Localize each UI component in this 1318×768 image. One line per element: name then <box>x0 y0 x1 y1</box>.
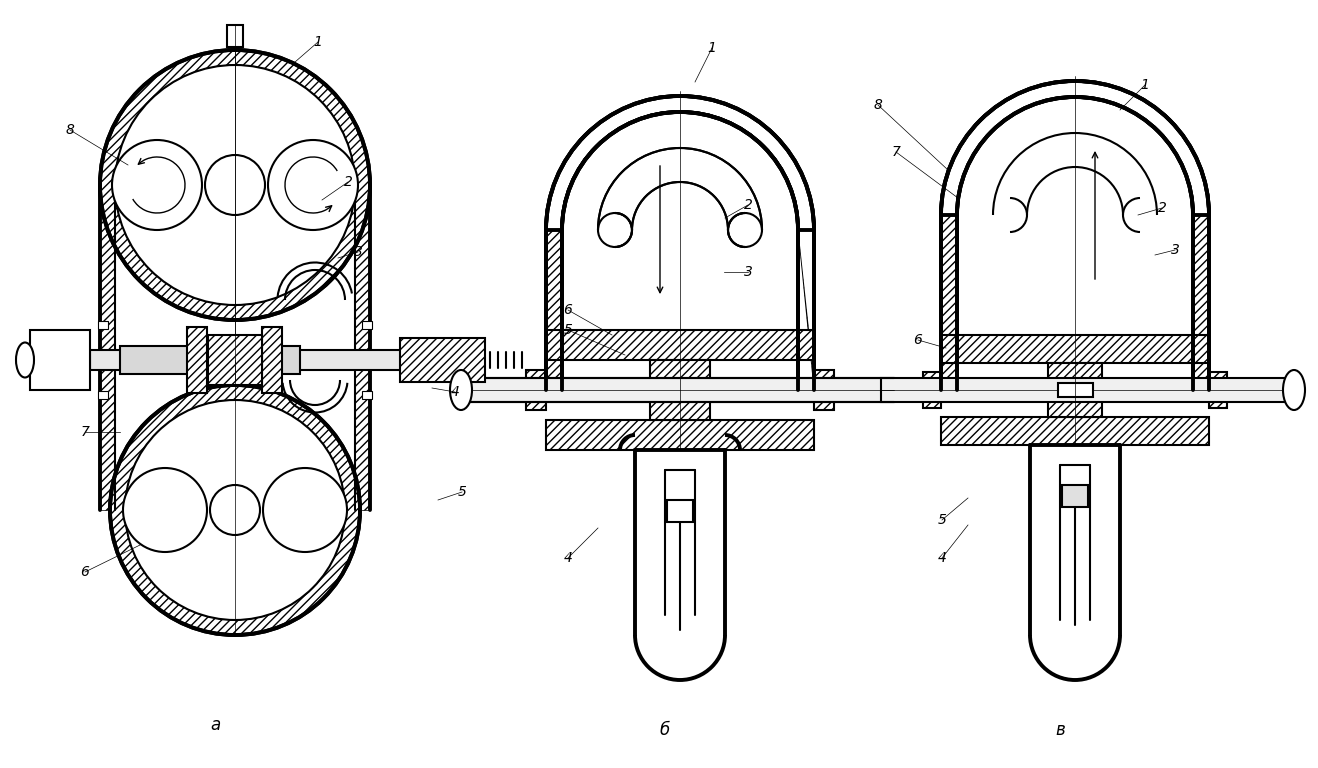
Text: 2: 2 <box>1157 201 1166 215</box>
Text: 2: 2 <box>344 175 352 189</box>
Text: 3: 3 <box>353 245 362 259</box>
Circle shape <box>115 65 355 305</box>
Circle shape <box>268 140 358 230</box>
Text: 1: 1 <box>708 41 717 55</box>
Polygon shape <box>880 378 1289 402</box>
Polygon shape <box>941 417 1209 445</box>
Circle shape <box>125 400 345 620</box>
Ellipse shape <box>1282 370 1305 410</box>
Bar <box>1062 485 1087 507</box>
Polygon shape <box>941 335 1209 363</box>
Polygon shape <box>100 185 115 510</box>
Text: б: б <box>660 721 670 739</box>
Polygon shape <box>1193 215 1209 390</box>
Wedge shape <box>941 81 1209 215</box>
Text: в: в <box>1056 721 1065 739</box>
Polygon shape <box>546 420 815 450</box>
Bar <box>362 391 372 399</box>
Bar <box>1058 383 1093 397</box>
Text: 5: 5 <box>937 513 946 527</box>
Polygon shape <box>546 230 561 390</box>
Bar <box>98 321 108 329</box>
Polygon shape <box>650 360 710 420</box>
Circle shape <box>264 468 347 552</box>
Text: 6: 6 <box>80 565 90 579</box>
Text: 5: 5 <box>564 323 572 337</box>
Polygon shape <box>262 327 282 393</box>
Bar <box>227 25 243 47</box>
Wedge shape <box>561 112 797 230</box>
Wedge shape <box>100 50 370 320</box>
Text: а: а <box>210 716 220 734</box>
Text: 4: 4 <box>451 385 460 399</box>
Wedge shape <box>109 385 360 635</box>
Polygon shape <box>923 372 941 408</box>
Polygon shape <box>187 327 207 393</box>
Polygon shape <box>1048 363 1102 417</box>
Bar <box>667 500 693 522</box>
Ellipse shape <box>449 370 472 410</box>
Polygon shape <box>1209 372 1227 408</box>
Polygon shape <box>120 346 301 374</box>
Polygon shape <box>526 370 546 410</box>
Ellipse shape <box>16 343 34 378</box>
Polygon shape <box>399 338 485 382</box>
Polygon shape <box>797 230 815 390</box>
Polygon shape <box>546 330 815 360</box>
Text: 1: 1 <box>1140 78 1149 92</box>
Text: 3: 3 <box>743 265 753 279</box>
Bar <box>362 321 372 329</box>
Text: 1: 1 <box>314 35 323 49</box>
Polygon shape <box>355 185 370 510</box>
Text: 6: 6 <box>564 303 572 317</box>
Text: 3: 3 <box>1170 243 1180 257</box>
Circle shape <box>112 140 202 230</box>
Text: 5: 5 <box>457 485 467 499</box>
Polygon shape <box>941 215 957 390</box>
Text: 7: 7 <box>891 145 900 159</box>
Text: 8: 8 <box>66 123 74 137</box>
Circle shape <box>123 468 207 552</box>
Polygon shape <box>815 370 834 410</box>
Polygon shape <box>90 350 460 370</box>
Text: 8: 8 <box>874 98 883 112</box>
Text: 2: 2 <box>743 198 753 212</box>
Text: 4: 4 <box>564 551 572 565</box>
Polygon shape <box>208 335 262 385</box>
Bar <box>98 391 108 399</box>
Polygon shape <box>467 378 894 402</box>
Wedge shape <box>546 96 815 230</box>
Text: 7: 7 <box>80 425 90 439</box>
Text: 6: 6 <box>913 333 923 347</box>
Text: 4: 4 <box>937 551 946 565</box>
Bar <box>30 330 90 390</box>
